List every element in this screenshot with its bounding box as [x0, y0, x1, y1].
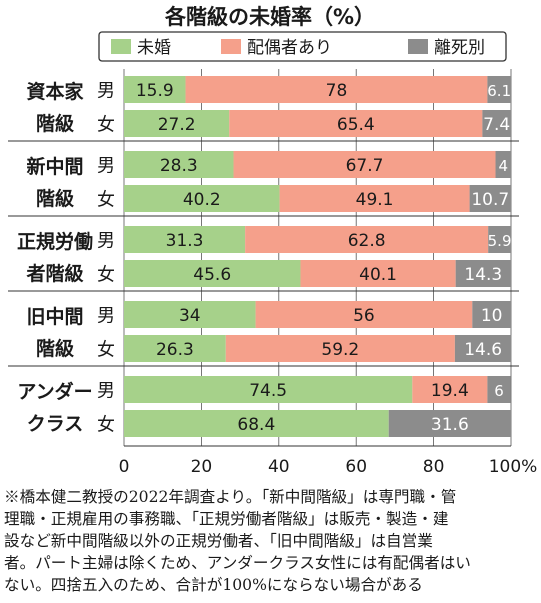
- bar-segment-1-1-3: [487, 76, 511, 103]
- footnote-line-5: ない。四捨五入のため、合計が100%にならない場合がある: [4, 576, 423, 594]
- data-label-2-2-2: 49.1: [356, 190, 394, 210]
- sex-label-2-1: 男: [97, 156, 115, 177]
- group-label-1-line-2: 階級: [36, 112, 74, 135]
- bar-segment-2-1-2: [233, 151, 496, 178]
- group-label-1-line-1: 資本家: [26, 80, 84, 103]
- x-tick-label-80: 80: [423, 457, 445, 477]
- data-label-4-1-2: 56: [353, 306, 375, 326]
- bar-segment-3-2-1: [124, 260, 301, 287]
- legend-swatch-1: [111, 39, 131, 54]
- data-label-4-1-3: 10: [481, 306, 503, 326]
- sex-label-1-2: 女: [97, 115, 115, 136]
- sex-label-5-2: 女: [97, 415, 115, 436]
- x-tick-label-40: 40: [268, 457, 290, 477]
- bar-segment-1-2-1: [124, 110, 230, 137]
- bar-segment-2-2-1: [124, 185, 280, 212]
- group-label-4-line-2: 階級: [36, 337, 74, 360]
- group-label-5-line-1: アンダー: [17, 380, 92, 403]
- bar-segment-3-2-2: [300, 260, 456, 287]
- data-label-3-2-1: 45.6: [193, 265, 231, 285]
- data-label-1-2-1: 27.2: [158, 115, 196, 135]
- group-label-4-line-1: 旧中間: [26, 305, 83, 328]
- bar-segment-3-1-3: [488, 226, 511, 253]
- data-label-1-1-1: 15.9: [136, 81, 174, 101]
- sex-label-4-1: 男: [97, 306, 115, 327]
- legend-swatch-2: [221, 39, 241, 54]
- bar-segment-5-1-2: [412, 376, 488, 403]
- x-tick-label-60: 60: [345, 457, 367, 477]
- bar-segment-2-1-3: [495, 151, 511, 178]
- bar-segment-4-2-1: [124, 335, 226, 362]
- bar-segment-3-1-1: [124, 226, 246, 253]
- data-label-5-1-2: 19.4: [431, 381, 469, 401]
- data-label-4-2-1: 26.3: [156, 340, 194, 360]
- legend-label-3: 離死別: [434, 38, 485, 58]
- data-label-5-2-1: 68.4: [237, 415, 275, 435]
- data-label-3-2-2: 40.1: [359, 265, 397, 285]
- x-tick-label-20: 20: [191, 457, 213, 477]
- data-label-3-1-2: 62.8: [348, 231, 386, 251]
- legend-label-2: 配偶者あり: [247, 38, 332, 58]
- footnote: ※橋本健二教授の2022年調査より。「新中間階級」は専門職・管 理職・正規雇用の…: [4, 486, 536, 596]
- sex-label-3-1: 男: [97, 231, 115, 252]
- bar-segment-3-1-2: [245, 226, 489, 253]
- bar-segment-1-2-2: [229, 110, 483, 137]
- chart-title: 各階級の未婚率（%）: [164, 5, 375, 29]
- data-label-3-1-3: 5.9: [488, 232, 512, 250]
- bar-segment-5-2-3: [388, 410, 511, 437]
- footnote-line-1: ※橋本健二教授の2022年調査より。「新中間階級」は専門職・管: [4, 488, 457, 506]
- footnote-line-2: 理職・正規雇用の事務職、「正規労働者階級」は販売・製造・建: [4, 510, 449, 528]
- data-label-1-1-2: 78: [326, 81, 348, 101]
- bar-segment-1-1-2: [185, 76, 488, 103]
- x-tick-label-0: 0: [119, 457, 130, 477]
- legend-swatch-3: [408, 39, 428, 54]
- data-label-4-2-2: 59.2: [321, 340, 359, 360]
- group-label-2-line-1: 新中間: [26, 155, 83, 178]
- bar-segment-1-1-1: [124, 76, 186, 103]
- data-label-2-2-1: 40.2: [183, 190, 221, 210]
- bar-segment-4-2-3: [454, 335, 512, 362]
- bar-segment-5-2-1: [124, 410, 389, 437]
- bar-segment-4-1-2: [255, 301, 473, 328]
- data-label-5-2-3: 31.6: [431, 415, 469, 435]
- sex-label-3-2: 女: [97, 265, 115, 286]
- data-label-5-1-3: 6: [494, 382, 504, 400]
- bar-segment-4-1-1: [124, 301, 256, 328]
- data-label-1-2-3: 7.4: [483, 115, 510, 135]
- data-label-1-1-3: 6.1: [487, 82, 511, 100]
- data-label-3-1-1: 31.3: [166, 231, 204, 251]
- data-label-5-1-1: 74.5: [249, 381, 287, 401]
- data-label-1-2-2: 65.4: [337, 115, 375, 135]
- data-label-2-1-2: 67.7: [346, 156, 384, 176]
- bar-segment-4-1-3: [472, 301, 511, 328]
- x-tick-label-100: 100%: [489, 457, 538, 477]
- sex-label-4-2: 女: [97, 340, 115, 361]
- bar-segment-1-2-3: [482, 110, 511, 137]
- sex-label-1-1: 男: [97, 81, 115, 102]
- data-label-2-1-3: 4: [498, 157, 508, 175]
- bar-segment-5-1-3: [487, 376, 511, 403]
- group-label-2-line-2: 階級: [36, 187, 74, 210]
- legend-box: [98, 31, 507, 62]
- group-label-3-line-2: 者階級: [26, 262, 83, 285]
- footnote-line-3: 設など新中間階級以外の正規労働者、「旧中間階級」は自営業: [4, 532, 433, 550]
- sex-label-5-1: 男: [97, 381, 115, 402]
- data-label-3-2-3: 14.3: [464, 265, 502, 285]
- sex-label-2-2: 女: [97, 190, 115, 211]
- bar-segment-3-2-3: [455, 260, 511, 287]
- bar-segment-2-1-1: [124, 151, 234, 178]
- data-label-4-2-3: 14.6: [464, 340, 502, 360]
- data-label-4-1-1: 34: [179, 306, 201, 326]
- bar-segment-4-2-2: [225, 335, 455, 362]
- group-label-5-line-2: クラス: [27, 413, 84, 435]
- legend-label-1: 未婚: [137, 38, 171, 58]
- group-label-3-line-1: 正規労働: [17, 230, 93, 253]
- data-label-2-2-3: 10.7: [471, 190, 509, 210]
- bar-segment-2-2-3: [469, 185, 511, 212]
- data-label-2-1-1: 28.3: [160, 156, 198, 176]
- bar-segment-2-2-2: [279, 185, 470, 212]
- footnote-line-4: 者。パート主婦は除くため、アンダークラス女性には有配偶者はい: [4, 554, 471, 572]
- bar-segment-5-1-1: [124, 376, 413, 403]
